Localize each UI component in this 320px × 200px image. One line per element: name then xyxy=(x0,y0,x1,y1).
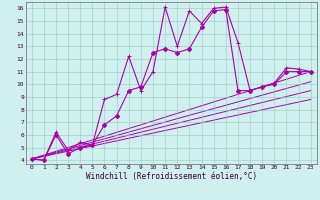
X-axis label: Windchill (Refroidissement éolien,°C): Windchill (Refroidissement éolien,°C) xyxy=(86,172,257,181)
